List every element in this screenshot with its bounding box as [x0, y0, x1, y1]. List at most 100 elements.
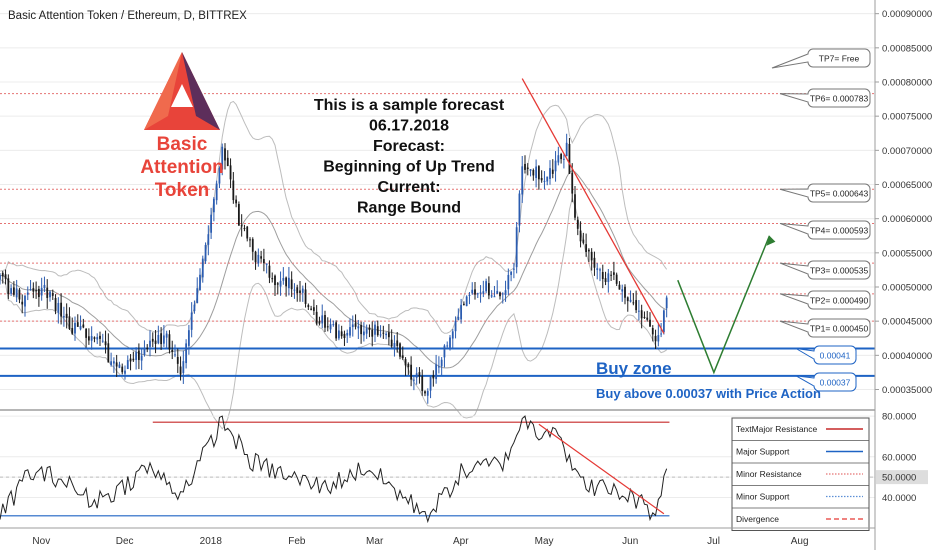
candle-body	[240, 225, 243, 227]
candle-body	[596, 268, 599, 270]
candle-body	[37, 288, 40, 298]
candle-body	[49, 291, 51, 298]
candle-body	[46, 287, 49, 298]
candle-body	[40, 287, 43, 296]
candle-body	[204, 245, 207, 262]
candle-body	[351, 324, 354, 328]
candle-body	[435, 364, 438, 380]
down-trendline[interactable]	[521, 78, 665, 334]
candle-body	[621, 289, 624, 292]
candle-body	[662, 310, 665, 333]
candle-body	[1, 272, 4, 277]
candle-body	[493, 296, 496, 298]
candle-body	[340, 331, 343, 337]
candle-body	[657, 335, 660, 342]
candle-body	[129, 358, 132, 362]
candle-body	[132, 358, 135, 361]
candle-body	[557, 155, 560, 163]
candle-body	[293, 289, 296, 291]
candle-body	[32, 288, 35, 292]
candle-body	[612, 272, 615, 275]
price-tick-label: 0.00090000	[882, 9, 932, 20]
time-tick-label: 2018	[200, 536, 223, 547]
candle-body	[393, 343, 396, 348]
candle-body	[62, 316, 65, 318]
target-callout[interactable]: TP1= 0.000450	[779, 318, 871, 338]
support-callout[interactable]: 0.00041	[795, 345, 857, 365]
price-tick-label: 0.00060000	[882, 214, 932, 225]
candle-body	[121, 366, 124, 373]
candle-body	[187, 330, 190, 346]
candle-body	[524, 163, 526, 170]
candle-body	[285, 277, 288, 287]
candle-body	[185, 343, 188, 364]
candle-body	[74, 322, 76, 334]
target-callout-joint	[807, 324, 810, 332]
candle-body	[262, 259, 265, 264]
rsi-divergence-line[interactable]	[538, 423, 665, 515]
candle-body	[179, 366, 182, 375]
candle-body	[165, 333, 168, 338]
candle-body	[543, 180, 546, 182]
candle-body	[510, 271, 513, 275]
target-callout[interactable]: TP4= 0.000593	[779, 220, 871, 240]
candle-body	[318, 321, 321, 324]
price-tick-label: 0.00045000	[882, 317, 932, 328]
forecast-text-line: 06.17.2018	[369, 118, 449, 135]
target-callout[interactable]: TP6= 0.000783	[779, 88, 871, 108]
candle-body	[654, 335, 657, 342]
candle-body	[168, 334, 171, 350]
target-callout[interactable]: TP2= 0.000490	[779, 290, 871, 310]
time-tick-label: Mar	[366, 536, 384, 547]
candle-body	[637, 310, 640, 312]
logo-text-line: Basic	[157, 134, 208, 155]
support-callout[interactable]: 0.00037	[795, 372, 857, 392]
buy-above-label: Buy above 0.00037 with Price Action	[596, 386, 821, 401]
target-callout[interactable]: TP7= Free	[771, 48, 871, 69]
target-callout-label: TP4= 0.000593	[810, 226, 869, 236]
candle-body	[87, 336, 90, 341]
target-callout[interactable]: TP5= 0.000643	[779, 183, 871, 203]
candle-body	[615, 274, 618, 284]
candle-body	[229, 165, 232, 180]
candle-body	[401, 355, 404, 359]
target-callout-joint	[807, 189, 810, 197]
candle-body	[79, 326, 82, 330]
candle-body	[68, 316, 71, 329]
candle-body	[410, 364, 413, 380]
candle-body	[651, 327, 654, 335]
candle-body	[568, 143, 571, 174]
candle-body	[162, 335, 165, 344]
candle-body	[115, 362, 118, 367]
candle-body	[149, 340, 151, 347]
target-callout[interactable]: TP3= 0.000535	[779, 260, 871, 280]
candle-body	[182, 361, 185, 374]
target-callout-label: TP2= 0.000490	[810, 296, 869, 306]
candle-body	[282, 277, 285, 281]
candle-body	[521, 166, 524, 195]
candle-body	[537, 166, 540, 180]
candle-body	[546, 176, 549, 182]
candle-body	[587, 249, 590, 252]
candle-body	[476, 293, 479, 295]
candle-body	[446, 345, 449, 347]
candle-body	[376, 326, 379, 336]
candle-body	[90, 336, 93, 341]
forecast-arrow[interactable]	[677, 235, 771, 375]
candle-body	[246, 226, 249, 239]
candle-body	[465, 296, 468, 307]
candle-body	[193, 304, 196, 312]
candle-body	[135, 352, 138, 360]
candle-body	[532, 170, 535, 176]
candle-body	[65, 313, 68, 319]
candle-body	[18, 289, 21, 300]
candle-body	[499, 292, 501, 297]
candle-body	[15, 288, 18, 298]
price-tick-label: 0.00055000	[882, 248, 932, 259]
band-upper	[0, 100, 668, 334]
price-tick-label: 0.00080000	[882, 78, 932, 89]
price-tick-label: 0.00065000	[882, 180, 932, 191]
candle-body	[360, 325, 363, 335]
candle-body	[629, 299, 632, 302]
candle-body	[107, 343, 110, 363]
